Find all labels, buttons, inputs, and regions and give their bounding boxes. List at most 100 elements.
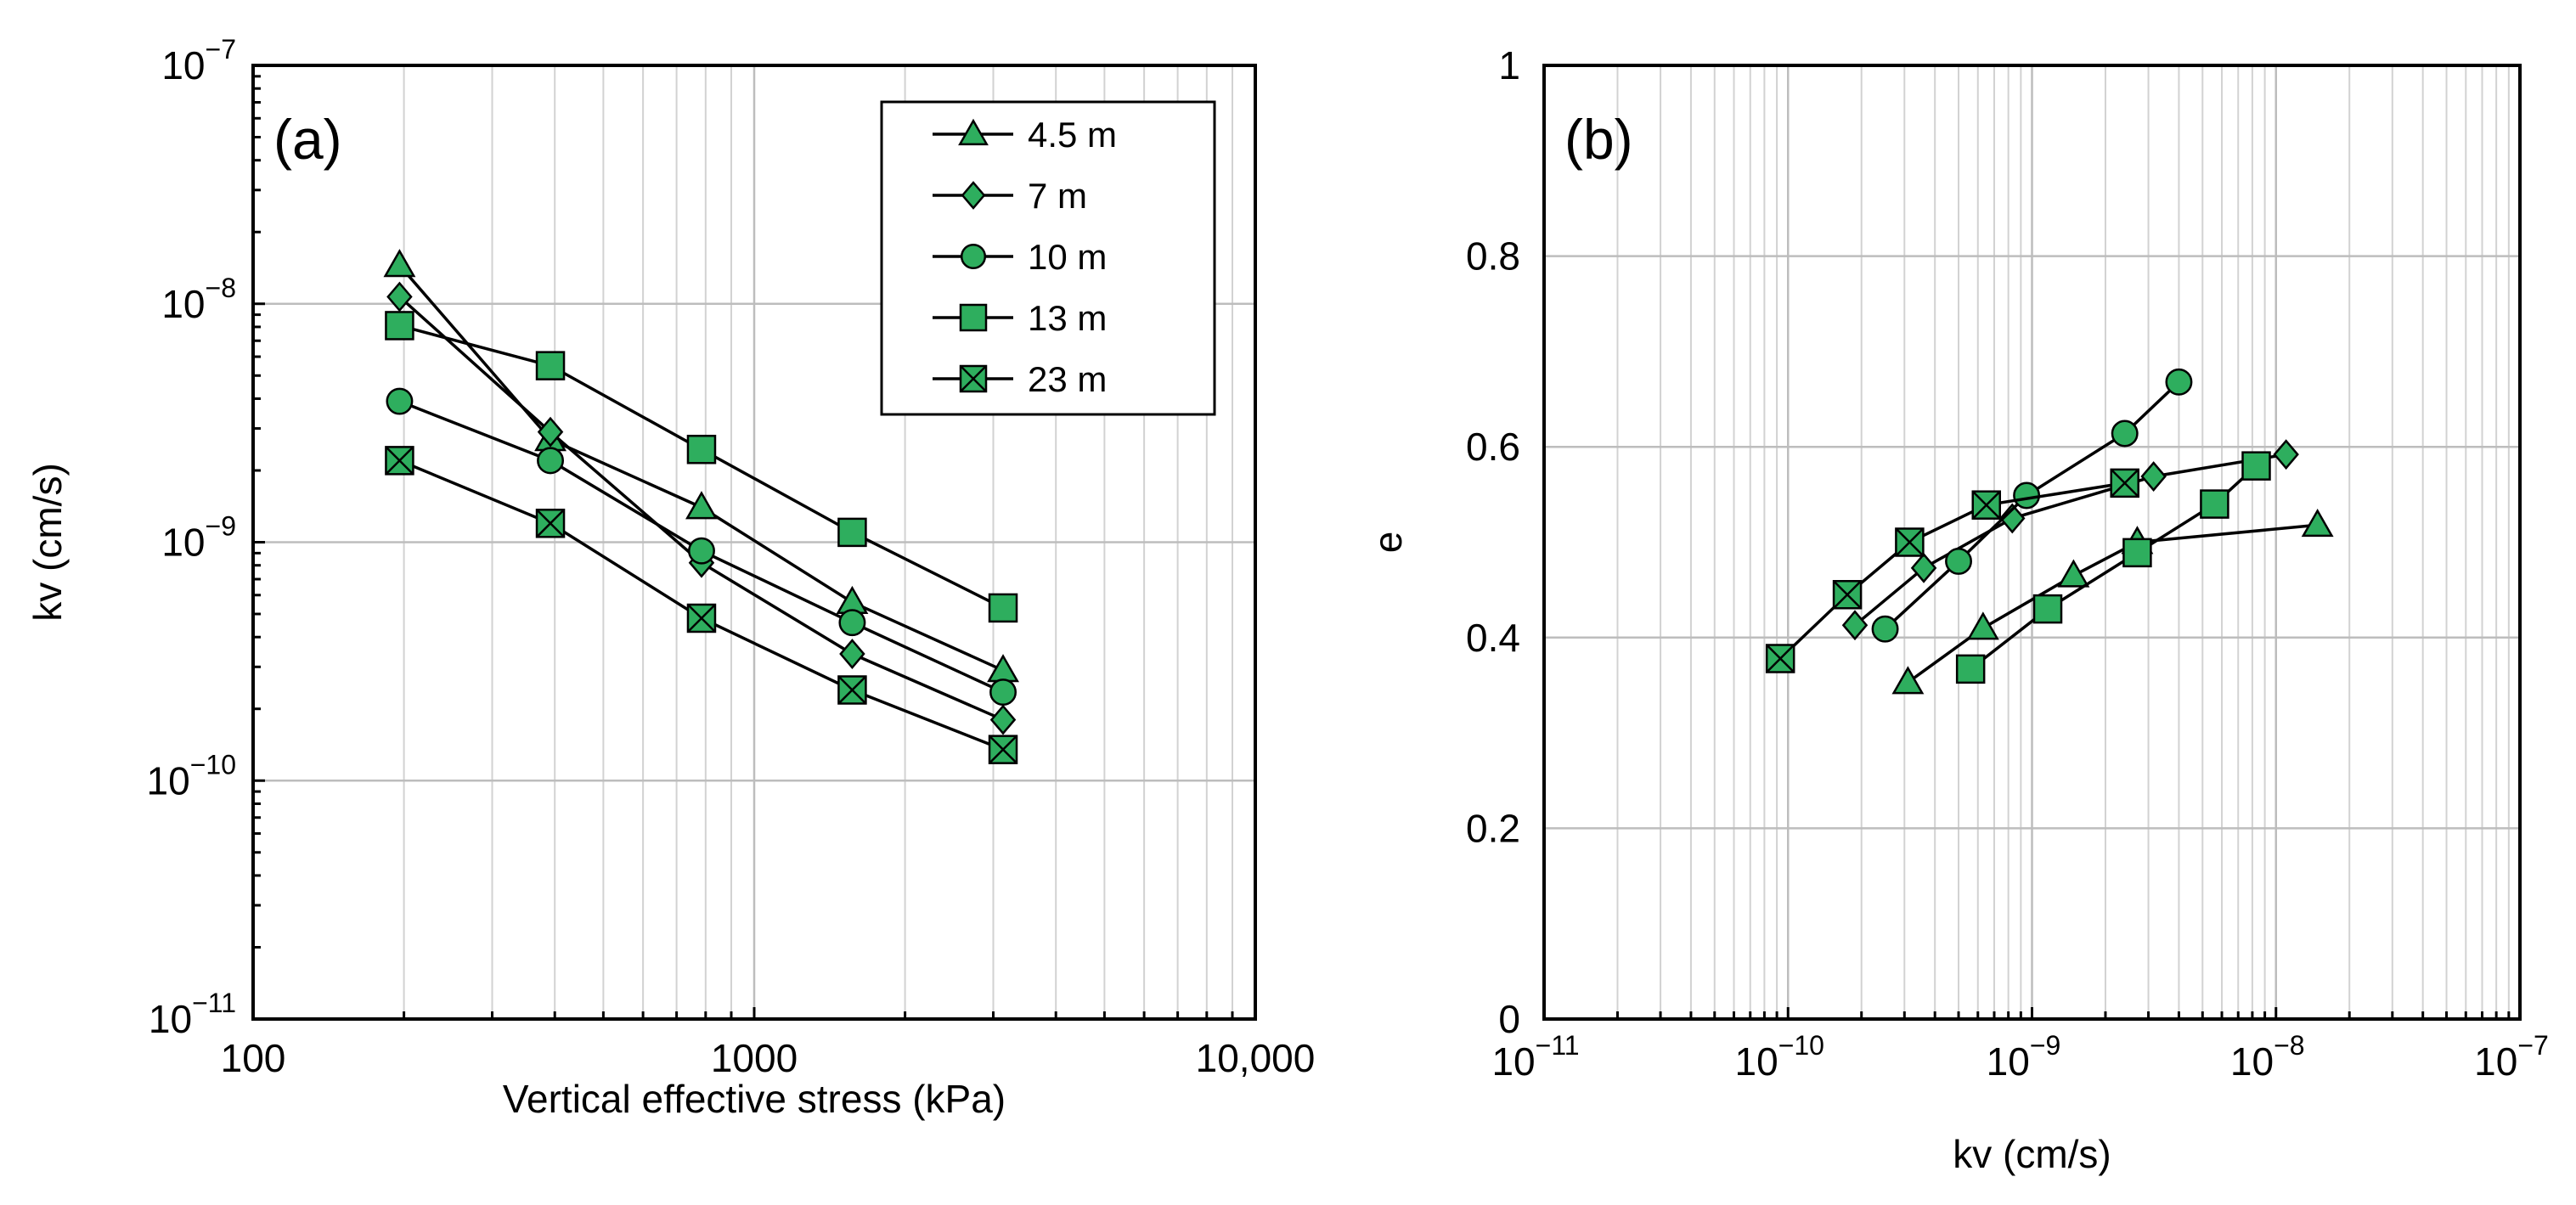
y-tick-labels: 0 0.2 0.4 0.6 0.8 1 bbox=[1466, 43, 1520, 1041]
series-13-m-point bbox=[2032, 594, 2063, 624]
legend-label: 4.5 m bbox=[1028, 115, 1117, 155]
series-10-m-point bbox=[838, 609, 866, 637]
x-tick-label: 10−9 bbox=[1987, 1030, 2061, 1084]
series-13-m-point bbox=[2241, 451, 2271, 481]
legend-item-13-m: 13 m bbox=[933, 298, 1107, 338]
legend-marker bbox=[961, 181, 986, 210]
legend-label: 23 m bbox=[1028, 359, 1107, 399]
y-axis-title: e bbox=[1366, 532, 1410, 554]
series-7-m-point bbox=[1841, 610, 1869, 641]
x-tick-label: 10−7 bbox=[2474, 1030, 2549, 1084]
series-23-m-point bbox=[1832, 580, 1863, 610]
panel-label: (a) bbox=[273, 108, 342, 171]
x-tick-labels: 100 1000 10,000 bbox=[221, 1036, 1316, 1080]
series-23-m-point bbox=[2110, 468, 2139, 498]
y-tick-label: 0.6 bbox=[1466, 425, 1520, 469]
series-13-m-point bbox=[988, 593, 1018, 623]
y-tick-label: 10−11 bbox=[149, 988, 236, 1041]
legend-marker bbox=[960, 243, 987, 270]
series-7-m-point bbox=[2273, 439, 2299, 470]
y-tick-label: 10−8 bbox=[161, 273, 236, 326]
series-10-m-point bbox=[1945, 547, 1972, 575]
series-group bbox=[383, 249, 1019, 764]
y-tick-label: 0 bbox=[1498, 997, 1520, 1041]
series-13-m-point bbox=[686, 434, 717, 465]
legend-label: 13 m bbox=[1028, 298, 1107, 338]
series-23-m bbox=[1765, 468, 2139, 673]
series-10-m bbox=[1871, 368, 2193, 643]
chart-panel-b: 10−11 10−10 10−9 10−8 10−7 0 0.2 0.4 0.6 0.8 1 kv (… bbox=[1366, 43, 2549, 1176]
legend-marker bbox=[959, 364, 988, 393]
gridlines bbox=[1544, 65, 2520, 1019]
series-10-m-point bbox=[386, 387, 414, 415]
series-23-m-point bbox=[385, 446, 414, 476]
x-axis-title: kv (cm/s) bbox=[1953, 1132, 2111, 1176]
y-tick-label: 10−7 bbox=[161, 34, 236, 87]
legend-item-4-5-m: 4.5 m bbox=[933, 115, 1117, 155]
legend-marker bbox=[959, 303, 988, 332]
panel-label: (b) bbox=[1564, 108, 1633, 171]
legend-item-23-m: 23 m bbox=[933, 359, 1107, 399]
y-tick-label: 1 bbox=[1498, 43, 1520, 87]
series-10-m-point bbox=[2111, 419, 2139, 448]
series-group bbox=[1765, 368, 2334, 695]
x-tick-label: 10−8 bbox=[2230, 1030, 2305, 1084]
series-23-m bbox=[385, 446, 1018, 764]
series-7-m-point bbox=[2140, 461, 2167, 492]
series-4-5-m-point bbox=[685, 491, 718, 520]
x-axis-title: Vertical effective stress (kPa) bbox=[503, 1077, 1006, 1121]
series-13-m-point bbox=[1955, 654, 1986, 684]
plot-frame bbox=[251, 64, 1257, 1021]
series-7-m-point bbox=[839, 639, 865, 669]
legend-label: 10 m bbox=[1028, 237, 1107, 277]
series-10-m-point bbox=[1871, 615, 1899, 643]
series-10-m-point bbox=[688, 537, 715, 565]
series-23-m-point bbox=[837, 675, 867, 705]
legend-item-7-m: 7 m bbox=[933, 176, 1087, 216]
series-7-m-point bbox=[1999, 503, 2026, 534]
series-4-5-m-point bbox=[1891, 666, 1925, 695]
series-7-m bbox=[1841, 439, 2299, 641]
legend-item-10-m: 10 m bbox=[933, 237, 1107, 277]
y-tick-labels: 10−11 10−10 10−9 10−8 10−7 bbox=[147, 34, 236, 1041]
series-7-m-point bbox=[386, 281, 413, 313]
series-4-5-m-point bbox=[2301, 508, 2334, 538]
x-tick-labels: 10−11 10−10 10−9 10−8 10−7 bbox=[1491, 1030, 2548, 1084]
x-tick-label: 10,000 bbox=[1196, 1036, 1316, 1080]
series-10-m-point bbox=[537, 447, 565, 475]
series-7-m-point bbox=[989, 704, 1017, 735]
series-10-m-point bbox=[989, 679, 1017, 707]
legend: 4.5 m 7 m 10 m 13 m 23 m bbox=[880, 100, 1216, 416]
x-tick-label: 10−11 bbox=[1491, 1030, 1579, 1084]
x-tick-label: 1000 bbox=[711, 1036, 798, 1080]
plot-frame bbox=[1542, 64, 2522, 1021]
y-axis-title: kv (cm/s) bbox=[25, 463, 70, 622]
y-tick-label: 0.4 bbox=[1466, 616, 1520, 660]
x-tick-label: 10−10 bbox=[1735, 1030, 1824, 1084]
x-tick-label: 100 bbox=[221, 1036, 286, 1080]
series-23-m-point bbox=[1895, 527, 1925, 557]
series-4-5-m-point bbox=[2057, 559, 2090, 588]
series-13-m bbox=[1955, 451, 2271, 684]
series-23-m-point bbox=[535, 509, 566, 538]
legend-box bbox=[880, 100, 1216, 416]
series-7-m-point bbox=[537, 416, 564, 448]
series-23-m-point bbox=[988, 735, 1018, 764]
series-10-m-point bbox=[2165, 368, 2193, 396]
series-23-m-point bbox=[1971, 490, 2002, 520]
y-tick-label: 0.8 bbox=[1466, 234, 1520, 279]
series-13-m-point bbox=[2122, 538, 2152, 568]
series-4-5-m-point bbox=[1966, 611, 1999, 640]
y-tick-label: 0.2 bbox=[1466, 806, 1520, 850]
y-tick-label: 10−9 bbox=[161, 511, 236, 565]
series-13-m-point bbox=[535, 351, 566, 380]
series-13-m bbox=[385, 311, 1018, 623]
series-13-m-point bbox=[385, 311, 414, 341]
series-23-m-point bbox=[686, 603, 717, 633]
legend-label: 7 m bbox=[1028, 176, 1087, 216]
series-23-m-point bbox=[1765, 644, 1795, 673]
legend-marker bbox=[958, 118, 989, 146]
chart-panel-a: 100 1000 10,000 10−11 10−10 10−9 10−8 10−7 Verti… bbox=[25, 34, 1315, 1121]
series-13-m-point bbox=[837, 517, 867, 548]
